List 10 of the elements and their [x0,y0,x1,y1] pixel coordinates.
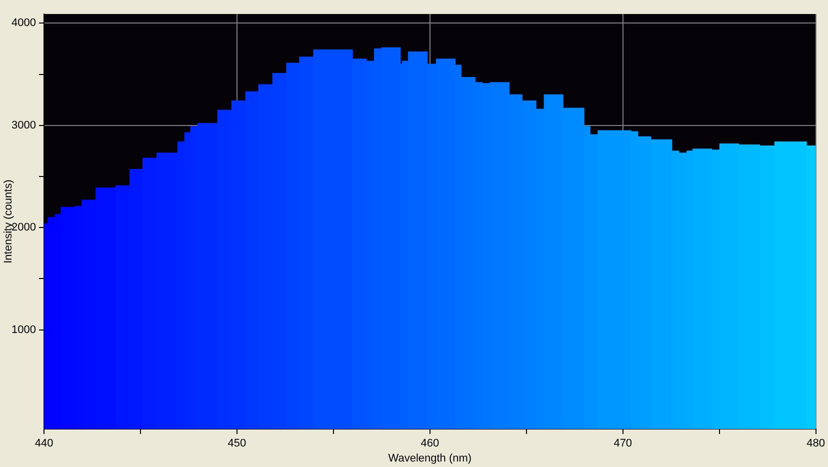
x-axis-title: Wavelength (nm) [388,452,472,464]
y-tick-label: 1000 [12,324,36,336]
x-tick-label: 470 [614,438,632,450]
y-tick-label: 2000 [12,222,36,234]
x-tick-label: 450 [228,438,246,450]
x-tick-label: 480 [806,438,826,450]
y-tick-label: 4000 [12,17,36,30]
x-tick-label: 460 [420,438,440,450]
y-tick-label: 3000 [12,119,36,132]
x-tick-label: 440 [34,438,54,450]
